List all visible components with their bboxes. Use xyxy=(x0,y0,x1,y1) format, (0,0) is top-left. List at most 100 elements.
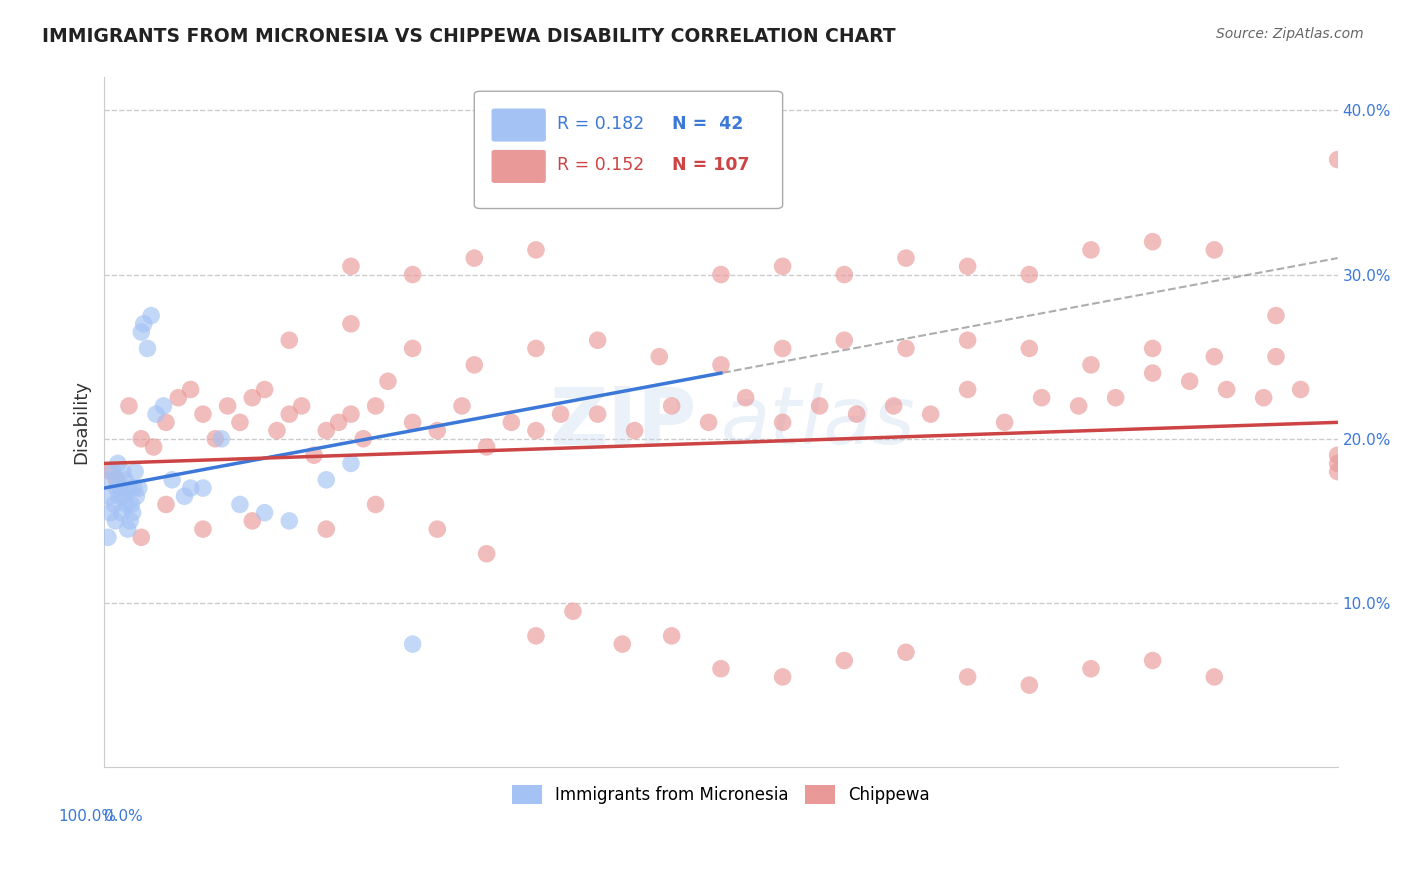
Point xyxy=(115,498,138,512)
Point xyxy=(315,522,337,536)
Point xyxy=(451,399,474,413)
Point xyxy=(1326,457,1348,471)
Point xyxy=(110,506,132,520)
Point xyxy=(894,342,917,356)
Point xyxy=(340,317,363,331)
Text: IMMIGRANTS FROM MICRONESIA VS CHIPPEWA DISABILITY CORRELATION CHART: IMMIGRANTS FROM MICRONESIA VS CHIPPEWA D… xyxy=(42,27,896,45)
Point xyxy=(340,457,363,471)
Point xyxy=(114,473,136,487)
Point xyxy=(734,391,756,405)
Point xyxy=(121,506,143,520)
Point xyxy=(401,415,423,429)
Text: N = 107: N = 107 xyxy=(672,156,749,174)
Point xyxy=(475,440,498,454)
Point xyxy=(112,489,135,503)
Point xyxy=(463,358,485,372)
Point xyxy=(661,629,683,643)
Point xyxy=(475,547,498,561)
Point xyxy=(155,498,177,512)
Point xyxy=(104,514,127,528)
Point xyxy=(623,424,645,438)
Point xyxy=(204,432,226,446)
Point xyxy=(1018,342,1040,356)
Point xyxy=(364,399,387,413)
Point xyxy=(302,448,325,462)
Point xyxy=(1142,342,1164,356)
Point xyxy=(1204,350,1226,364)
Text: R = 0.182: R = 0.182 xyxy=(557,115,644,133)
Point xyxy=(832,653,855,667)
Point xyxy=(1326,448,1348,462)
Point xyxy=(118,481,141,495)
Point xyxy=(97,530,120,544)
Point xyxy=(426,522,449,536)
Point xyxy=(266,424,288,438)
Point xyxy=(1289,383,1312,397)
Point xyxy=(132,317,155,331)
Point xyxy=(883,399,905,413)
Point xyxy=(129,530,152,544)
Point xyxy=(191,481,214,495)
Point xyxy=(180,383,202,397)
Point xyxy=(648,350,671,364)
Point xyxy=(101,465,124,479)
Point xyxy=(100,473,122,487)
Point xyxy=(524,629,547,643)
Point xyxy=(894,645,917,659)
Point xyxy=(98,489,121,503)
Point xyxy=(956,333,979,347)
Point xyxy=(697,415,720,429)
Point xyxy=(1018,268,1040,282)
Point xyxy=(128,481,150,495)
Point xyxy=(1265,309,1288,323)
Point xyxy=(710,358,733,372)
Point xyxy=(956,670,979,684)
Point xyxy=(217,399,239,413)
Point xyxy=(524,243,547,257)
Point xyxy=(920,407,942,421)
Point xyxy=(108,489,131,503)
Point xyxy=(125,489,148,503)
Text: R = 0.152: R = 0.152 xyxy=(557,156,644,174)
Point xyxy=(129,432,152,446)
Point xyxy=(377,374,399,388)
Point xyxy=(145,407,167,421)
Point xyxy=(191,407,214,421)
Text: 0.0%: 0.0% xyxy=(104,809,143,823)
Point xyxy=(110,481,132,495)
Legend: Immigrants from Micronesia, Chippewa: Immigrants from Micronesia, Chippewa xyxy=(505,778,936,811)
Point xyxy=(845,407,868,421)
Text: atlas: atlas xyxy=(721,384,915,461)
Point xyxy=(111,465,134,479)
Point xyxy=(105,473,128,487)
Point xyxy=(328,415,350,429)
Point xyxy=(1204,670,1226,684)
Y-axis label: Disability: Disability xyxy=(72,380,90,465)
Point xyxy=(401,342,423,356)
Point xyxy=(463,251,485,265)
Point xyxy=(1253,391,1275,405)
Point xyxy=(1326,153,1348,167)
Point xyxy=(100,506,122,520)
Point xyxy=(103,498,125,512)
Point xyxy=(808,399,831,413)
Point xyxy=(180,481,202,495)
Point xyxy=(120,514,142,528)
Point xyxy=(315,424,337,438)
Point xyxy=(136,342,159,356)
Point xyxy=(105,481,128,495)
Point xyxy=(211,432,233,446)
Point xyxy=(118,399,141,413)
Point xyxy=(253,506,276,520)
Point xyxy=(772,670,794,684)
Point xyxy=(524,424,547,438)
Point xyxy=(1067,399,1090,413)
Point xyxy=(1142,366,1164,380)
Point xyxy=(426,424,449,438)
Point xyxy=(155,415,177,429)
Point xyxy=(117,522,139,536)
Point xyxy=(340,407,363,421)
Point xyxy=(278,514,301,528)
Point xyxy=(315,473,337,487)
Point xyxy=(129,325,152,339)
